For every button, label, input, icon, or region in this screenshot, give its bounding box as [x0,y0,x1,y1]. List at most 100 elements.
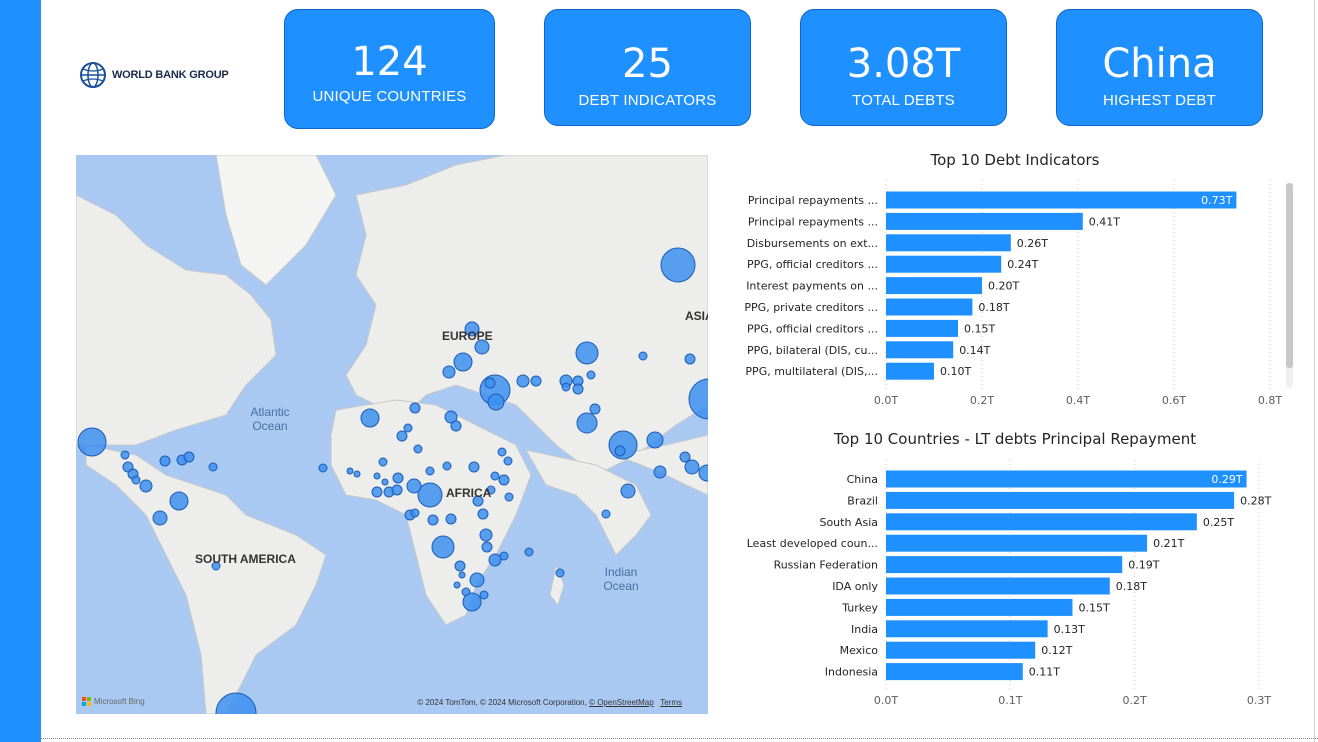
kpi-card-total-debts[interactable]: 3.08T TOTAL DEBTS [800,9,1007,126]
map-bubble[interactable] [601,509,611,519]
map-bubble[interactable] [346,467,354,475]
map-bubble[interactable] [555,568,565,578]
bar[interactable] [886,191,1237,209]
bar[interactable] [886,641,1036,659]
map-bubble[interactable] [474,339,490,355]
map-bubble[interactable] [646,431,664,449]
map-bubble[interactable] [660,247,696,283]
map-bubble[interactable] [169,491,189,511]
bar[interactable] [886,556,1123,574]
map-bubble[interactable] [431,535,455,559]
map-bubble[interactable] [698,464,708,482]
map-bubble[interactable] [484,377,496,389]
bar[interactable] [886,491,1235,509]
map-bubble[interactable] [524,547,534,557]
map-bubble[interactable] [450,420,462,432]
map-bubble[interactable] [462,592,482,612]
map-bubble[interactable] [499,551,509,561]
map-bubble[interactable] [409,402,421,414]
map-bubble[interactable] [589,403,601,415]
map-bubble[interactable] [77,427,107,457]
map-bubble[interactable] [410,508,420,518]
map-bubble[interactable] [413,444,423,454]
map-bubble[interactable] [120,450,130,460]
map-bubble[interactable] [378,457,388,467]
bar[interactable] [886,319,958,337]
kpi-card-highest-debt[interactable]: China HIGHEST DEBT [1056,9,1263,126]
kpi-card-debt-indicators[interactable]: 25 DEBT INDICATORS [544,9,751,126]
map-bubble[interactable] [442,461,452,471]
terms-link[interactable]: Terms [660,698,682,707]
map-bubble[interactable] [572,383,584,395]
map-bubble[interactable] [490,471,500,481]
map-bubble[interactable] [653,465,667,479]
map-bubble[interactable] [516,374,530,388]
map-bubble[interactable] [139,479,153,493]
bar[interactable] [886,663,1023,681]
map-bubble[interactable] [469,572,485,588]
map-bubble[interactable] [576,412,598,434]
map-bubble[interactable] [679,451,691,463]
map-bubble[interactable] [152,510,168,526]
map-bubble[interactable] [638,351,648,361]
bar[interactable] [886,534,1148,552]
map-bubble[interactable] [684,353,696,365]
bar[interactable] [886,212,1083,230]
map-bubble[interactable] [486,485,496,495]
map-bubbles[interactable] [76,155,708,714]
map-bubble[interactable] [396,430,408,442]
bar[interactable] [886,513,1197,531]
map-bubble[interactable] [391,484,403,496]
map-bubble[interactable] [215,692,257,714]
map-bubble[interactable] [497,447,507,457]
chart-debt-indicators[interactable]: 0.0T 0.2T 0.4T 0.6T 0.8T Principal repayments… [740,180,1285,410]
map-bubble[interactable] [504,492,514,502]
bar[interactable] [886,234,1011,252]
map-bubble[interactable] [487,393,505,411]
map-bubble[interactable] [392,472,404,484]
map-bubble[interactable] [406,478,422,494]
chart-countries[interactable]: 0.0T 0.1T 0.2T 0.3T China 0.29T Brazil 0.28T Sou… [740,460,1285,712]
chart-scrollbar[interactable] [1286,183,1293,388]
map-bubble[interactable] [464,321,480,337]
kpi-card-unique-countries[interactable]: 124 UNIQUE COUNTRIES [284,9,495,129]
map-bubble[interactable] [442,365,456,379]
map-bubble[interactable] [458,571,466,579]
bar[interactable] [886,577,1110,595]
map-bubble[interactable] [353,470,361,478]
bar[interactable] [886,470,1247,488]
map-bubble[interactable] [575,341,599,365]
map-bubble[interactable] [417,482,443,508]
map-bubble[interactable] [488,553,502,567]
bar[interactable] [886,341,954,359]
bar[interactable] [886,598,1073,616]
map-bubble[interactable] [586,370,596,380]
map-bubble[interactable] [360,408,380,428]
map-bubble[interactable] [318,463,328,473]
bar[interactable] [886,255,1002,273]
map-bubble[interactable] [445,513,457,525]
bar[interactable] [886,298,973,316]
map-bubble[interactable] [620,483,636,499]
scrollbar-thumb[interactable] [1286,183,1293,368]
map-bubble[interactable] [479,528,493,542]
map-bubble[interactable] [530,375,542,387]
map-bubble[interactable] [211,561,221,571]
map-bubble[interactable] [472,495,484,507]
osm-link[interactable]: © OpenStreetMap [589,698,654,707]
bar[interactable] [886,362,934,380]
map-bubble[interactable] [373,472,381,480]
map-bubble[interactable] [477,508,489,520]
map-bubble[interactable] [371,486,383,498]
map-bubble[interactable] [403,423,413,433]
map-bubble[interactable] [503,456,513,466]
map-bubble[interactable] [131,475,141,485]
map-bubble[interactable] [498,474,510,486]
map-bubble[interactable] [688,378,708,420]
map-bubble[interactable] [481,541,493,553]
map-bubble[interactable] [427,514,439,526]
map-bubble[interactable] [444,410,458,424]
map-bubble[interactable] [381,478,389,486]
map-bubble[interactable] [684,459,700,475]
